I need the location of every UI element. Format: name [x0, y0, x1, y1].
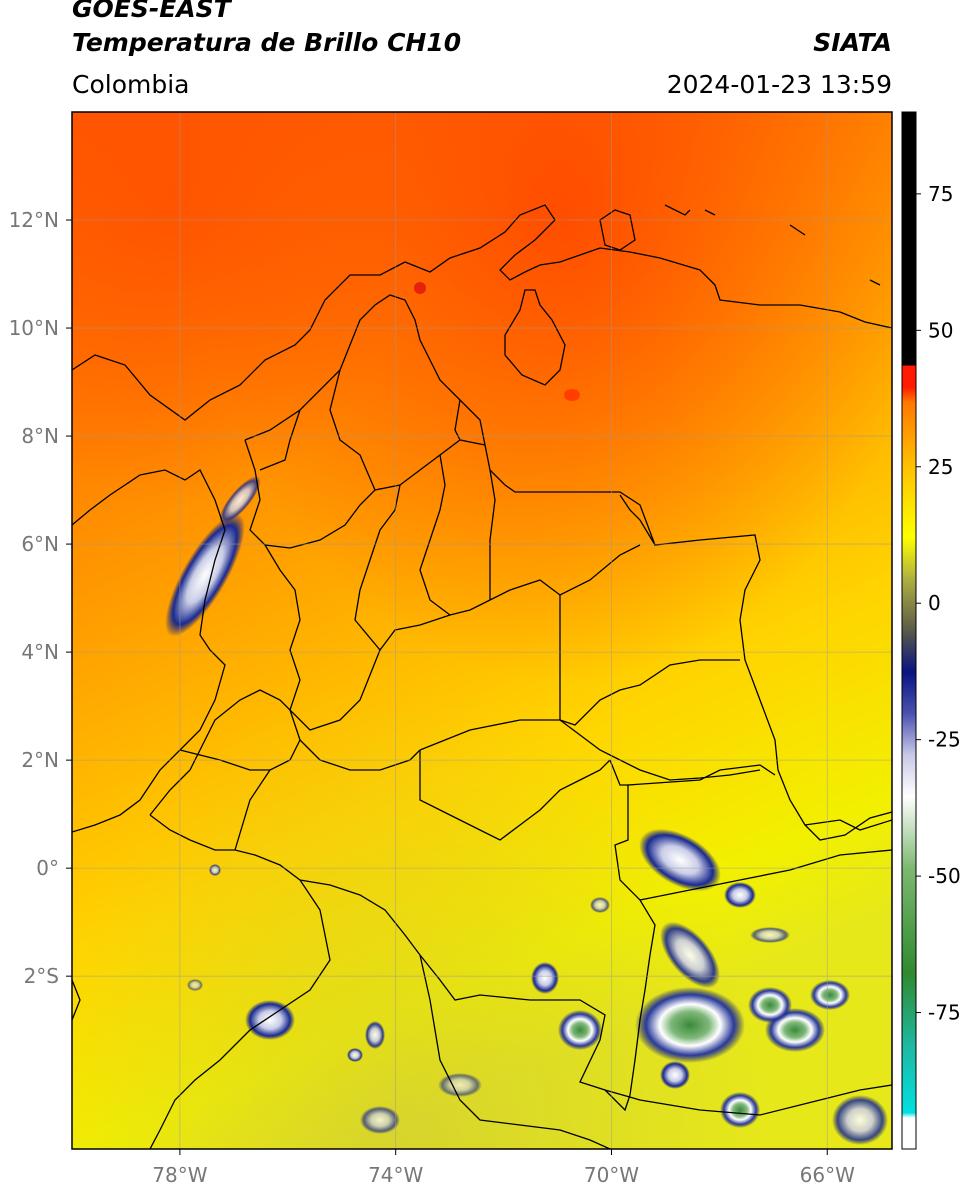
- lat-tick-label: 6°N: [21, 532, 59, 556]
- longitude-ticks: 78°W 74°W 70°W 66°W: [152, 1149, 855, 1187]
- map-frame: [71, 111, 893, 1150]
- colorbar-tick-label: 50: [928, 318, 953, 342]
- region-label: Colombia: [72, 70, 190, 99]
- colorbar-tick-label: -25: [928, 728, 961, 752]
- lat-tick-label: 8°N: [21, 424, 59, 448]
- colorbar-tick-label: 25: [928, 455, 953, 479]
- lat-tick-label: 2°S: [24, 964, 59, 988]
- temperature-field: [72, 112, 892, 1149]
- lon-tick-label: 70°W: [584, 1163, 639, 1187]
- graticule: [72, 112, 892, 1149]
- colorbar-tick-label: 0: [928, 591, 941, 615]
- lat-tick-label: 10°N: [9, 316, 59, 340]
- colorbar-frame: [901, 111, 917, 1150]
- colorbar-scale: [902, 112, 916, 1149]
- colorbar-tick-label: 75: [928, 182, 953, 206]
- colorbar-tick-label: -75: [928, 1001, 961, 1025]
- datetime-label: 2024-01-23 13:59: [666, 70, 892, 99]
- product-title: Temperatura de Brillo CH10: [72, 28, 462, 57]
- agency-label: SIATA: [813, 28, 892, 57]
- satellite-title: GOES-EAST: [72, 0, 231, 23]
- lon-tick-label: 74°W: [368, 1163, 423, 1187]
- colorbar: 75 50 25 0 -25 -50 -75: [901, 111, 961, 1150]
- lat-tick-label: 4°N: [21, 640, 59, 664]
- lat-tick-label: 0°: [36, 856, 59, 880]
- lon-tick-label: 78°W: [152, 1163, 207, 1187]
- colorbar-ticks: 75 50 25 0 -25 -50 -75: [916, 182, 961, 1025]
- lat-tick-label: 12°N: [9, 208, 59, 232]
- latitude-ticks: 12°N 10°N 8°N 6°N 4°N 2°N 0° 2°S: [9, 208, 72, 988]
- lon-tick-label: 66°W: [800, 1163, 855, 1187]
- lat-tick-label: 2°N: [21, 748, 59, 772]
- colorbar-tick-label: -50: [928, 864, 961, 888]
